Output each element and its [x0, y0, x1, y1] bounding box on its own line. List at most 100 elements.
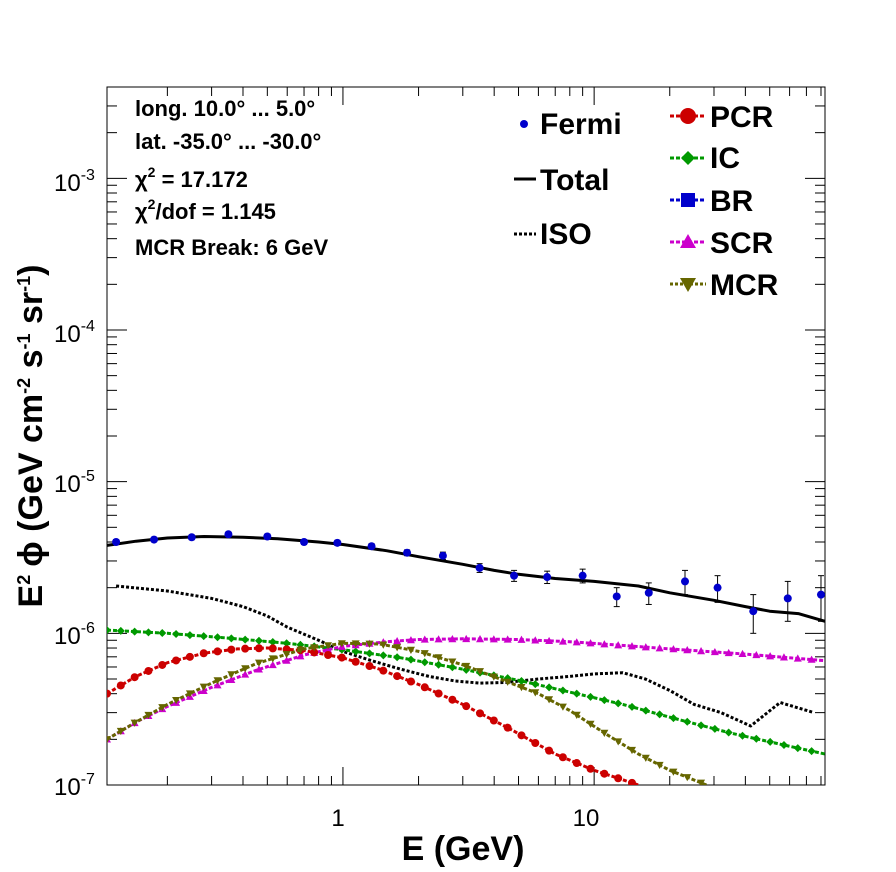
series-marker-scr — [462, 634, 471, 643]
series-marker-pcr — [448, 695, 457, 704]
legend-marker-pcr — [680, 108, 696, 124]
series-marker-scr — [213, 681, 222, 689]
series-marker-ic — [558, 686, 567, 695]
series-marker-ic — [600, 696, 609, 705]
legend-right: PCR IC BR SCR MCR — [670, 101, 779, 302]
series-marker-mcr — [393, 644, 402, 652]
series-marker-scr — [793, 654, 802, 662]
series-marker-mcr — [379, 641, 388, 649]
series-marker-scr — [710, 647, 719, 656]
series-marker-scr — [517, 635, 526, 643]
series-marker-pcr — [572, 759, 581, 768]
series-marker-mcr — [213, 677, 222, 685]
fermi-point — [578, 571, 587, 580]
series-marker-pcr — [365, 662, 374, 671]
series-marker-mcr — [406, 646, 415, 654]
series-marker-scr — [669, 645, 678, 653]
series-marker-mcr — [268, 655, 277, 663]
fermi-point — [713, 583, 722, 592]
fermi-point — [112, 538, 121, 547]
fermi-point — [612, 592, 621, 601]
series-marker-ic — [683, 717, 692, 726]
series-marker-mcr — [558, 703, 567, 711]
series-marker-mcr — [199, 683, 208, 691]
series-marker-scr — [627, 642, 636, 650]
series-marker-ic — [393, 653, 402, 662]
series-marker-scr — [738, 649, 747, 658]
series-marker-ic — [254, 636, 263, 645]
series-marker-scr — [697, 647, 706, 655]
annotation-latitude: lat. -35.0° ... -30.0° — [135, 129, 321, 154]
series-marker-pcr — [379, 666, 388, 675]
series-marker-pcr — [199, 649, 208, 658]
series-marker-pcr — [185, 652, 194, 661]
series-marker-mcr — [324, 642, 333, 650]
series-marker-mcr — [572, 711, 581, 719]
series-marker-ic — [158, 629, 167, 638]
series-marker-ic — [641, 706, 650, 715]
annotation-chi2-dof: χ2/dof = 1.145 — [135, 196, 276, 224]
legend-label-mcr: MCR — [710, 269, 779, 302]
fermi-point — [749, 607, 758, 616]
series-marker-pcr — [393, 672, 402, 681]
series-marker-mcr — [116, 727, 125, 736]
series-marker-scr — [572, 638, 581, 646]
legend-marker-scr — [680, 234, 696, 248]
series-marker-ic — [710, 724, 719, 733]
legend-marker-mcr — [680, 278, 696, 292]
x-tick-label: 1 — [331, 805, 344, 832]
series-marker-scr — [586, 639, 595, 647]
series-marker-scr — [752, 650, 761, 659]
series-marker-scr — [531, 636, 540, 644]
series-marker-mcr — [296, 646, 305, 654]
series-marker-ic — [614, 699, 623, 708]
series-marker-pcr — [406, 677, 415, 686]
series-marker-ic — [669, 714, 678, 723]
series-marker-scr — [683, 646, 692, 654]
legend-label-total: Total — [540, 164, 609, 197]
series-marker-pcr — [600, 769, 609, 778]
series-line-pcr — [107, 646, 639, 785]
series-marker-mcr — [254, 659, 263, 667]
series-marker-pcr — [434, 689, 443, 698]
series-marker-pcr — [476, 709, 485, 718]
fermi-point — [263, 532, 272, 541]
y-tick-label: 10-4 — [54, 318, 95, 348]
series-marker-ic — [365, 649, 374, 658]
series-marker-mcr — [489, 673, 498, 681]
annotation-chi2: χ2 = 17.172 — [135, 164, 248, 192]
series-marker-ic — [420, 658, 429, 667]
series-marker-scr — [476, 635, 485, 643]
series-line-iso — [115, 584, 815, 728]
series-marker-mcr — [130, 719, 139, 727]
series-marker-scr — [227, 675, 236, 683]
series-marker-mcr — [586, 720, 595, 728]
series-marker-pcr — [531, 738, 540, 747]
series-marker-mcr — [517, 684, 526, 692]
series-marker-mcr — [172, 696, 181, 705]
series-marker-mcr — [448, 658, 457, 666]
fermi-point — [475, 563, 484, 572]
series-marker-mcr — [144, 711, 153, 720]
series-marker-scr — [406, 636, 415, 644]
series-marker-pcr — [158, 660, 167, 669]
series-marker-pcr — [254, 644, 263, 653]
legend-left: Fermi Total ISO — [514, 108, 622, 251]
legend-marker-fermi — [520, 120, 528, 128]
fermi-point — [816, 590, 825, 599]
series-marker-ic — [807, 747, 816, 756]
series-marker-mcr — [627, 746, 636, 755]
series-marker-pcr — [545, 746, 554, 755]
series-marker-mcr — [503, 678, 512, 686]
series-marker-pcr — [517, 731, 526, 740]
series-marker-pcr — [213, 647, 222, 656]
series-marker-ic — [130, 627, 139, 636]
fermi-point — [783, 594, 792, 603]
series-marker-ic — [227, 634, 236, 643]
series-marker-pcr — [227, 645, 236, 654]
x-tick-label: 10 — [573, 805, 600, 832]
series-marker-scr — [393, 637, 402, 645]
series-marker-ic — [655, 710, 664, 719]
series-marker-ic — [107, 626, 111, 635]
